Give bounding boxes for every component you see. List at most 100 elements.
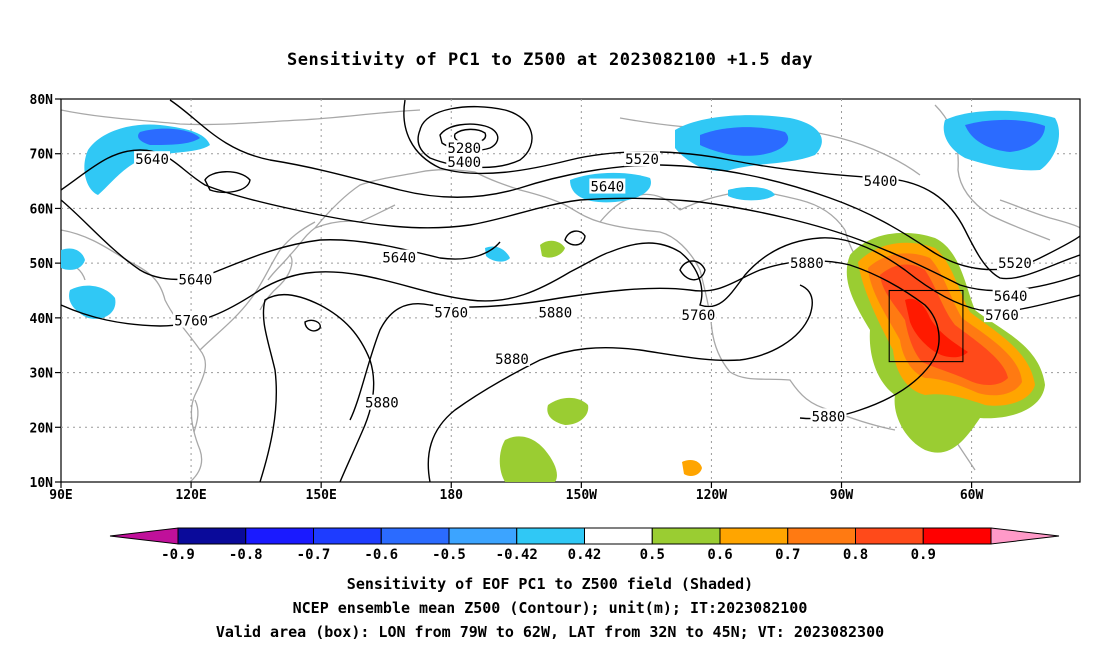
colorbar-cell xyxy=(855,527,924,545)
contour-label: 5400 xyxy=(864,174,898,190)
colorbar-label: 0.5 xyxy=(640,547,665,563)
lon-tick-label: 150W xyxy=(566,488,597,503)
colorbar-cell xyxy=(313,527,382,545)
contour-label-bg xyxy=(983,307,1020,323)
longitude-tick-labels: 90E 120E 150E 180 150W 120W 90W 60W xyxy=(49,482,984,503)
colorbar-label: 0.42 xyxy=(568,547,602,563)
positive-patch-subtropics-2 xyxy=(547,397,589,425)
contour-label: 5760 xyxy=(985,308,1019,324)
contour-5760-low xyxy=(679,260,706,281)
contour-label-bg xyxy=(862,173,899,189)
colorbar-label: -0.8 xyxy=(229,547,263,563)
lat-tick-label: 30N xyxy=(30,367,54,382)
colorbar-cell xyxy=(177,527,247,545)
lon-tick-label: 90W xyxy=(830,488,854,503)
contour-label-bg xyxy=(537,304,574,320)
contour-label-bg xyxy=(173,312,210,328)
colorbar-label: -0.9 xyxy=(161,547,195,563)
negative-region-small-3 xyxy=(485,246,510,262)
negative-region-small-2 xyxy=(728,187,775,201)
contour-label-bg xyxy=(363,394,400,410)
chart-title: Sensitivity of PC1 to Z500 at 2023082100… xyxy=(286,50,813,70)
lon-tick-label: 120W xyxy=(696,488,727,503)
contour-label-bg xyxy=(680,307,717,323)
colorbar-label: -0.7 xyxy=(297,547,331,563)
contour-5880-north xyxy=(349,260,940,421)
positive-region-red xyxy=(880,264,1008,385)
colorbar-cell xyxy=(787,527,856,545)
contour-label: 5880 xyxy=(812,409,846,425)
contour-label: 5640 xyxy=(590,180,624,196)
lat-tick-label: 60N xyxy=(30,202,54,217)
contour-5760 xyxy=(61,251,611,327)
colorbar-cell xyxy=(448,527,518,545)
negative-region-small-1 xyxy=(61,248,85,270)
lat-tick-label: 20N xyxy=(30,421,54,436)
lat-tick-label: 50N xyxy=(30,257,54,272)
colorbar-label: 0.8 xyxy=(843,547,868,563)
contour-label: 5400 xyxy=(447,155,481,171)
contour-label: 5640 xyxy=(994,289,1028,305)
contour-label: 5640 xyxy=(382,251,416,267)
contour-label: 5760 xyxy=(434,305,468,321)
footer-line-2: NCEP ensemble mean Z500 (Contour); unit(… xyxy=(292,599,808,617)
colorbar-label: -0.5 xyxy=(432,547,466,563)
colorbar-label: -0.42 xyxy=(496,547,538,563)
contour-5640-small xyxy=(204,171,251,193)
colorbar-label: 0.9 xyxy=(911,547,936,563)
valid-area-box xyxy=(888,289,964,363)
contour-label-bg xyxy=(177,271,214,287)
sensitivity-shading xyxy=(61,110,1060,482)
contour-label-bg xyxy=(788,255,825,271)
colorbar-label: -0.6 xyxy=(364,547,398,563)
contour-label-bg xyxy=(589,178,626,194)
contour-5640-south xyxy=(61,199,501,281)
positive-region-core xyxy=(905,298,968,358)
contour-label-bg xyxy=(446,153,483,169)
contour-label: 5280 xyxy=(447,141,481,157)
contour-label: 5760 xyxy=(682,308,716,324)
contour-label: 5880 xyxy=(790,256,824,272)
footer-line-3: Valid area (box): LON from 79W to 62W, L… xyxy=(215,623,885,641)
colorbar-end-high xyxy=(990,527,1060,545)
contour-label-bg xyxy=(381,249,418,265)
contour-label: 5640 xyxy=(179,273,213,289)
contour-label-bg xyxy=(493,350,530,366)
contour-label-bg xyxy=(446,140,483,156)
lat-tick-label: 80N xyxy=(30,93,54,108)
lon-tick-label: 120E xyxy=(175,488,206,503)
lat-tick-label: 70N xyxy=(30,148,54,163)
colorbar-cell xyxy=(245,527,314,545)
contour-5760-small xyxy=(304,319,321,332)
plot-frame xyxy=(60,98,1081,483)
negative-region-west xyxy=(69,285,116,319)
positive-patch-hawaii xyxy=(682,460,702,476)
contour-5640-small-2 xyxy=(564,230,586,246)
colorbar-cell xyxy=(651,527,721,545)
negative-region-canada-core xyxy=(965,119,1045,152)
colorbar-cell xyxy=(584,527,653,545)
contour-label: 5880 xyxy=(538,305,572,321)
positive-patch-small xyxy=(540,240,565,258)
negative-region-siberia-core xyxy=(138,128,200,145)
colorbar-label: 0.7 xyxy=(775,547,800,563)
colorbar-cell xyxy=(719,527,789,545)
contour-label: 5760 xyxy=(174,314,208,330)
lon-tick-label: 150E xyxy=(306,488,337,503)
contour-label-bg xyxy=(134,151,171,167)
contour-label: 5880 xyxy=(365,396,399,412)
lat-tick-label: 40N xyxy=(30,312,54,327)
colorbar-label: 0.6 xyxy=(707,547,732,563)
contour-label: 5520 xyxy=(998,256,1032,272)
contour-label-bg xyxy=(810,408,847,424)
contour-5880-mid xyxy=(427,284,813,482)
positive-patch-subtropics xyxy=(499,436,557,482)
contour-5640 xyxy=(61,149,1080,292)
contour-label-bg xyxy=(624,151,661,167)
lon-tick-label: 180 xyxy=(440,488,464,503)
colorbar-end-low xyxy=(109,527,179,545)
lat-tick-label: 10N xyxy=(30,476,54,491)
contour-label-bg xyxy=(992,287,1029,303)
